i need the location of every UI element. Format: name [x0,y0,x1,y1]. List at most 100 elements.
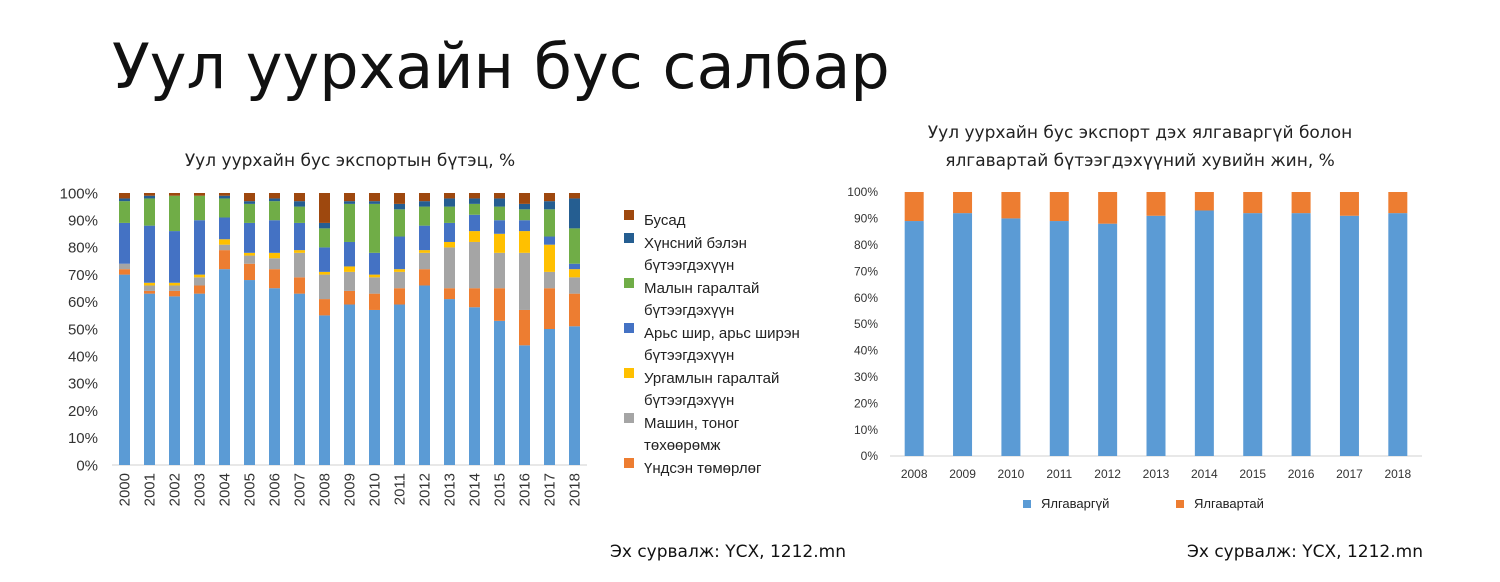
bar-segment-2008-ургамлын-гаралтай-бүтээгдэхүүн [319,271,330,275]
legend-swatch [624,413,634,423]
legend-label: бүтээгдэхүүн [644,257,734,274]
bar-segment-2012-арьс-шир-арьс-ширэн-бүтээгдэхүүн [419,225,430,251]
x-tick-label: 2016 [517,473,534,506]
bar-segment-2001-малын-гаралтай-бүтээгдэхүүн [144,198,155,226]
legend-swatch [624,233,634,243]
bar-segment-2008-other-base [319,315,330,465]
bar-segment-2016-бусад [519,193,530,204]
legend-label: Хүнсний бэлэн [644,235,747,252]
bar-segment-2007-хүнсний-бэлэн-бүтээгдэхүүн [294,201,305,207]
legend-label: Ургамлын гаралтай [644,370,779,387]
x-tick-label: 2015 [492,473,509,506]
bar-segment-2012-ургамлын-гаралтай-бүтээгдэхүүн [419,250,430,253]
bar-segment-2014-малын-гаралтай-бүтээгдэхүүн [469,203,480,215]
bar-segment-2018-үндсэн-төмөрлөг [569,293,580,327]
bar-segment-2009-ургамлын-гаралтай-бүтээгдэхүүн [344,266,355,272]
bar-segment-2003-ургамлын-гаралтай-бүтээгдэхүүн [194,274,205,278]
legend-label: бүтээгдэхүүн [644,347,734,364]
bar-segment-2013-арьс-шир-арьс-ширэн-бүтээгдэхүүн [444,222,455,242]
bar-segment-2010-малын-гаралтай-бүтээгдэхүүн [369,203,380,253]
x-tick-label: 2002 [167,473,184,506]
bar-segment-2018-малын-гаралтай-бүтээгдэхүүн [569,228,580,264]
x-tick-label: 2010 [998,467,1025,481]
bar-segment-2015-ялгаваргүй [1243,213,1263,456]
bar-segment-2015-малын-гаралтай-бүтээгдэхүүн [494,206,505,221]
x-tick-label: 2012 [1094,467,1121,481]
y-tick-label: 60% [68,294,98,311]
legend-label: Үндсэн төмөрлөг [644,460,762,477]
bar-segment-2007-ургамлын-гаралтай-бүтээгдэхүүн [294,250,305,253]
bar-segment-2001-арьс-шир-арьс-ширэн-бүтээгдэхүүн [144,225,155,283]
left-stacked-bar-chart: 0% 10% 20% 30% 40% 50% 60% 70% 80% 90% 100% 2000 200… [60,185,800,506]
legend-label: бүтээгдэхүүн [644,302,734,319]
bar-segment-2001-ургамлын-гаралтай-бүтээгдэхүүн [144,282,155,286]
bar-segment-2017-үндсэн-төмөрлөг [544,288,555,329]
bar-segment-2011-машин-тоног-төхөөрөмж [394,271,405,289]
x-tick-label: 2009 [949,467,976,481]
bar-segment-2000-арьс-шир-арьс-ширэн-бүтээгдэхүүн [119,222,130,264]
bar-segment-2000-үндсэн-төмөрлөг [119,269,130,275]
bar-segment-2016-машин-тоног-төхөөрөмж [519,252,530,310]
bar-segment-2012-ялгавартай [1098,192,1118,224]
y-tick-label: 30% [854,370,878,384]
x-tick-label: 2012 [417,473,434,506]
bar-segment-2011-малын-гаралтай-бүтээгдэхүүн [394,209,405,237]
right-chart-title-line-2: ялгавартай бүтээгдэхүүний хувийн жин, % [945,151,1335,171]
y-tick-label: 50% [68,321,98,338]
bar-segment-2012-машин-тоног-төхөөрөмж [419,252,430,270]
y-tick-label: 90% [68,212,98,229]
bar-segment-2001-машин-тоног-төхөөрөмж [144,285,155,291]
bar-segment-2013-other-base [444,299,455,465]
bar-segment-2014-хүнсний-бэлэн-бүтээгдэхүүн [469,198,480,204]
bar-segment-2012-хүнсний-бэлэн-бүтээгдэхүүн [419,201,430,207]
bar-segment-2014-арьс-шир-арьс-ширэн-бүтээгдэхүүн [469,214,480,232]
bar-segment-2010-хүнсний-бэлэн-бүтээгдэхүүн [369,201,380,204]
bar-segment-2008-малын-гаралтай-бүтээгдэхүүн [319,228,330,248]
bar-segment-2001-үндсэн-төмөрлөг [144,290,155,294]
bar-segment-2005-малын-гаралтай-бүтээгдэхүүн [244,203,255,223]
right-chart-title: Уул уурхайн бус экспорт дэх ялгаваргүй б… [870,119,1410,175]
legend-label: төхөөрөмж [644,437,720,454]
legend-label: Малын гаралтай [644,280,759,297]
bar-segment-2018-машин-тоног-төхөөрөмж [569,277,580,294]
x-tick-label: 2015 [1239,467,1266,481]
legend-label: бүтээгдэхүүн [644,392,734,409]
bar-segment-2007-арьс-шир-арьс-ширэн-бүтээгдэхүүн [294,222,305,251]
x-tick-label: 2010 [367,473,384,506]
bar-segment-2016-үндсэн-төмөрлөг [519,309,530,346]
bar-segment-2009-машин-тоног-төхөөрөмж [344,271,355,291]
legend-item-малын-гаралтай: Малын гаралтай бүтээгдэхүүн [624,278,759,319]
y-tick-label: 100% [847,185,878,199]
bar-segment-2013-бусад [444,193,455,199]
bar-segment-2014-ялгаваргүй [1194,210,1214,456]
bar-segment-2008-арьс-шир-арьс-ширэн-бүтээгдэхүүн [319,247,330,272]
bar-segment-2018-бусад [569,193,580,199]
bar-segment-2018-ургамлын-гаралтай-бүтээгдэхүүн [569,269,580,278]
x-tick-label: 2017 [1336,467,1363,481]
bar-segment-2009-other-base [344,304,355,465]
bar-segment-2009-ялгаваргүй [953,213,973,456]
bar-segment-2009-бусад [344,193,355,202]
y-tick-label: 0% [861,449,879,463]
bar-segment-2011-бусад [394,193,405,204]
bar-segment-2009-хүнсний-бэлэн-бүтээгдэхүүн [344,201,355,204]
bar-segment-2015-ургамлын-гаралтай-бүтээгдэхүүн [494,233,505,253]
x-tick-label: 2008 [901,467,928,481]
y-tick-label: 70% [68,267,98,284]
bar-segment-2008-бусад [319,193,330,223]
x-tick-label: 2011 [392,473,409,505]
bar-segment-2009-малын-гаралтай-бүтээгдэхүүн [344,203,355,242]
bar-segment-2011-ургамлын-гаралтай-бүтээгдэхүүн [394,269,405,272]
bar-segment-2010-ялгавартай [1001,192,1021,219]
bar-segment-2003-малын-гаралтай-бүтээгдэхүүн [194,195,205,221]
bar-segment-2003-арьс-шир-арьс-ширэн-бүтээгдэхүүн [194,220,205,275]
bar-segment-2017-машин-тоног-төхөөрөмж [544,271,555,289]
bar-segment-2003-other-base [194,293,205,465]
legend-swatch [624,368,634,378]
bar-segment-2018-ялгавартай [1388,192,1408,214]
bar-segment-2000-other-base [119,274,130,465]
x-tick-label: 2001 [142,473,159,506]
x-tick-label: 2018 [1384,467,1411,481]
x-tick-label: 2008 [317,473,334,506]
